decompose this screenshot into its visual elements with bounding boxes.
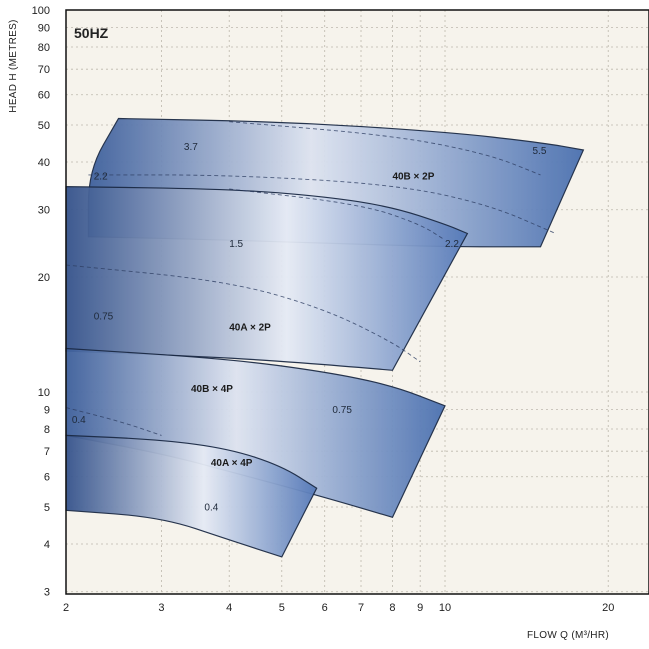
x-tick-label: 2 bbox=[63, 602, 69, 614]
y-tick-label: 30 bbox=[38, 205, 50, 217]
y-tick-label: 7 bbox=[44, 446, 50, 458]
x-tick-label: 4 bbox=[226, 602, 232, 614]
x-tick-label: 10 bbox=[439, 602, 451, 614]
model-label: 40A × 2P bbox=[229, 322, 271, 333]
y-tick-label: 70 bbox=[38, 64, 50, 76]
model-label: 40A × 4P bbox=[211, 458, 253, 469]
model-label: 40B × 2P bbox=[392, 171, 434, 182]
power-label: 2.2 bbox=[94, 171, 108, 182]
efficiency-dashed-curve bbox=[229, 121, 541, 176]
curve-labels: 40B × 2P 3.7 5.5 2.2 40A × 2P 1.5 2.2 0.75 40B ×… bbox=[72, 142, 547, 513]
y-tick-label: 100 bbox=[32, 5, 50, 17]
y-tick-label: 4 bbox=[44, 539, 50, 551]
power-label: 5.5 bbox=[532, 146, 546, 157]
power-label: 0.4 bbox=[204, 502, 218, 513]
y-tick-label: 8 bbox=[44, 424, 50, 436]
y-tick-label: 9 bbox=[44, 404, 50, 416]
curve-bands bbox=[65, 117, 585, 558]
x-axis-title: FLOW Q (M³/HR) bbox=[527, 630, 609, 641]
plot-frame bbox=[65, 9, 649, 595]
curve-band-40a-2p bbox=[65, 185, 469, 371]
y-tick-label: 6 bbox=[44, 472, 50, 484]
power-label: 3.7 bbox=[184, 142, 198, 153]
y-tick-label: 10 bbox=[38, 387, 50, 399]
x-tick-label: 7 bbox=[358, 602, 364, 614]
power-label: 0.75 bbox=[332, 405, 352, 416]
y-tick-label: 50 bbox=[38, 120, 50, 132]
model-label: 40B × 4P bbox=[191, 384, 233, 395]
x-tick-label: 3 bbox=[158, 602, 164, 614]
x-tick-label: 9 bbox=[417, 602, 423, 614]
y-tick-label: 40 bbox=[38, 157, 50, 169]
y-axis-title: HEAD H (METRES) bbox=[8, 19, 19, 112]
power-label: 1.5 bbox=[229, 239, 243, 250]
x-tick-label: 8 bbox=[389, 602, 395, 614]
power-label: 0.75 bbox=[94, 311, 114, 322]
y-tick-label: 20 bbox=[38, 272, 50, 284]
efficiency-dashed-curve bbox=[229, 188, 446, 241]
axis-ticks: 2 3 4 5 6 7 8 9 10 20 3 4 5 6 7 8 9 10 20 30 40 50 60 70 80 90 100 bbox=[32, 5, 615, 614]
y-tick-label: 3 bbox=[44, 587, 50, 599]
y-tick-label: 80 bbox=[38, 42, 50, 54]
x-tick-label: 6 bbox=[322, 602, 328, 614]
efficiency-dashed-curve bbox=[65, 407, 162, 436]
y-tick-label: 5 bbox=[44, 502, 50, 514]
x-tick-label: 5 bbox=[279, 602, 285, 614]
x-tick-label: 20 bbox=[602, 602, 614, 614]
frequency-label: 50HZ bbox=[74, 25, 109, 41]
y-tick-label: 90 bbox=[38, 22, 50, 34]
curve-band-40a-4p bbox=[65, 434, 318, 558]
efficiency-dashed-curve bbox=[65, 264, 421, 363]
y-tick-label: 60 bbox=[38, 90, 50, 102]
power-label: 2.2 bbox=[445, 239, 459, 250]
power-label: 0.4 bbox=[72, 415, 86, 426]
